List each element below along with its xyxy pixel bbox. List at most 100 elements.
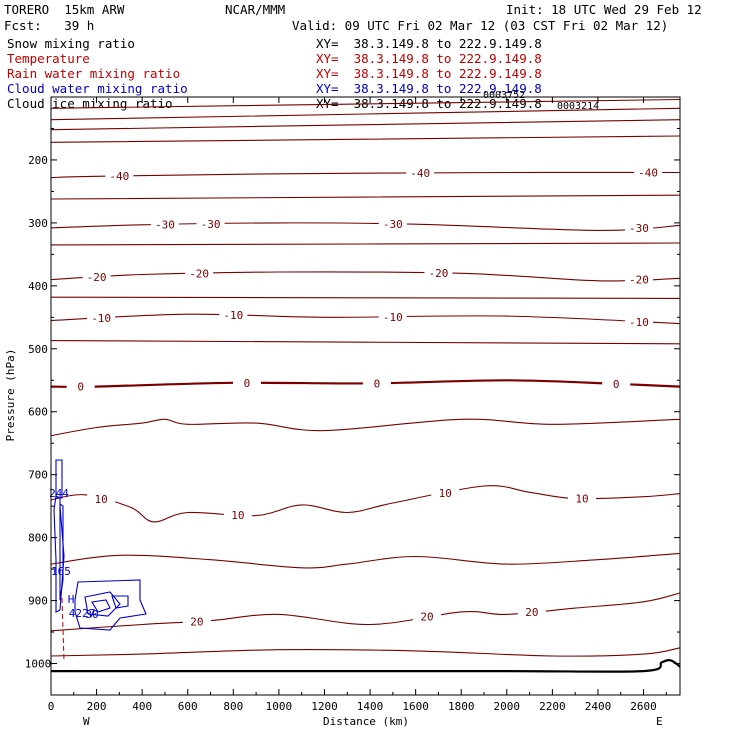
- isotherm-label: 0: [244, 377, 251, 390]
- isotherm-line: [50, 647, 681, 657]
- isotherm-label-bg: [568, 492, 597, 505]
- isotherm-line: [50, 98, 681, 109]
- ice-max-label-b: 0003214: [557, 101, 600, 112]
- x-tick-label: 600: [178, 700, 198, 713]
- rain-contour: [61, 597, 65, 661]
- y-axis-title: Pressure (hPa): [4, 349, 17, 442]
- x-tick-label: 0: [48, 700, 55, 713]
- y-tick-label: 700: [28, 469, 48, 482]
- isotherm-label: 10: [575, 492, 588, 505]
- isotherm-label: 10: [95, 493, 108, 506]
- x-tick-label: 1600: [402, 700, 429, 713]
- cloud-water-label: 165: [51, 565, 71, 578]
- y-tick-label: 800: [28, 532, 48, 545]
- cloud-water-contour: [91, 599, 111, 613]
- isotherm-label: 10: [439, 487, 452, 500]
- cloud-water-label: 30: [85, 608, 98, 621]
- isotherm-line: [50, 340, 681, 345]
- field-name-snow: Snow mixing ratio: [7, 36, 135, 51]
- terrain-line: [51, 659, 681, 673]
- header-center: NCAR/MMM: [225, 2, 286, 17]
- cloud-water-contour: [59, 502, 64, 601]
- x-tick-label: 1000: [266, 700, 293, 713]
- isotherm-line: [50, 171, 681, 179]
- cloud-water-contour: [53, 495, 65, 613]
- x-tick-label: 800: [223, 700, 243, 713]
- x-tick-label: 2000: [494, 700, 521, 713]
- plot-frame: [50, 96, 681, 696]
- isotherm-label: 0: [374, 377, 381, 390]
- x-tick-label: 2200: [539, 700, 566, 713]
- field-xy-rain: XY= 38.3.149.8 to 222.9.149.8: [316, 66, 542, 81]
- isotherm-label-bg: [362, 377, 391, 390]
- isotherm-line: [50, 592, 681, 632]
- terrain-line: [51, 659, 681, 673]
- isotherm-label-bg: [219, 309, 248, 322]
- isotherm-label-bg: [406, 167, 435, 180]
- x-tick-label: 1400: [357, 700, 384, 713]
- isotherm-label-bg: [378, 310, 407, 323]
- ice-max-label-a: 0003752: [483, 90, 526, 101]
- isotherm-label-bg: [87, 312, 116, 325]
- cloud-water-contour: [84, 591, 121, 617]
- isotherm-label: -20: [428, 267, 448, 280]
- isotherm-label-bg: [602, 377, 631, 390]
- field-xy-temperature: XY= 38.3.149.8 to 222.9.149.8: [316, 51, 542, 66]
- isotherm-line: [50, 107, 681, 121]
- field-xy-cloud-water: XY= 38.3.149.8 to 222.9.149.8: [316, 81, 542, 96]
- x-tick-label: 2600: [630, 700, 657, 713]
- isotherm-label-bg: [196, 217, 225, 230]
- isotherm-label: 20: [420, 611, 433, 624]
- x-axis-west-label: W: [83, 715, 90, 728]
- cloud-water-contour: [55, 459, 63, 499]
- isotherm-label: -20: [189, 267, 209, 280]
- header-init: Init: 18 UTC Wed 29 Feb 12: [506, 2, 702, 17]
- isotherm-label: -40: [109, 170, 129, 183]
- header-valid: Valid: 09 UTC Fri 02 Mar 12 (03 CST Fri …: [292, 18, 669, 33]
- isotherm-label: -10: [629, 316, 649, 329]
- isotherm-label: 20: [525, 606, 538, 619]
- isotherm-line: [50, 119, 681, 131]
- isotherm-layer: -40 -40 -40 -30 -30 -30 -30 -20 -20 -20 -20 -10 -10 -…: [50, 98, 681, 657]
- isotherm-label: -40: [410, 167, 430, 180]
- isotherm-label: -20: [629, 274, 649, 287]
- isotherm-line: [50, 222, 681, 231]
- header-model: TORERO 15km ARW: [4, 2, 125, 17]
- isotherm-label: -30: [383, 218, 403, 231]
- isotherm-label: -30: [155, 218, 175, 231]
- cloud-water-contour: [111, 595, 129, 609]
- field-xy-snow: XY= 38.3.149.8 to 222.9.149.8: [316, 36, 542, 51]
- field-legend: Snow mixing ratio XY= 38.3.149.8 to 222.…: [0, 0, 740, 120]
- isotherm-label-bg: [624, 221, 653, 234]
- cloud-water-label: 4227: [69, 607, 96, 620]
- cloud-water-label: H: [68, 593, 75, 606]
- isotherm-label: -10: [223, 309, 243, 322]
- isotherm-label-bg: [517, 606, 546, 619]
- isotherm-line: [50, 135, 681, 143]
- isotherm-line: [50, 242, 681, 246]
- header-fcst: Fcst: 39 h: [4, 18, 95, 33]
- isotherm-label-bg: [82, 271, 111, 284]
- isotherm-label-bg: [634, 166, 663, 179]
- isotherm-label: 10: [231, 509, 244, 522]
- isotherm-label: -20: [87, 271, 107, 284]
- isotherm-label-bg: [378, 217, 407, 230]
- isotherm-label: 20: [190, 615, 203, 628]
- isotherm-label-bg: [185, 267, 214, 280]
- isotherm-line: [50, 271, 681, 282]
- isotherm-label-bg: [87, 493, 116, 506]
- x-tick-label: 200: [87, 700, 107, 713]
- x-tick-label: 2400: [585, 700, 612, 713]
- y-tick-label: 200: [28, 154, 48, 167]
- field-xy-cloud-ice: XY= 38.3.149.8 to 222.9.149.8: [316, 96, 542, 111]
- cloud-water-label: 244: [49, 487, 69, 500]
- isotherm-label: -30: [201, 218, 221, 231]
- isotherm-label-bg: [150, 218, 179, 231]
- isotherm-label-bg: [105, 169, 134, 182]
- field-name-rain: Rain water mixing ratio: [7, 66, 181, 81]
- isotherm-label-bg: [624, 315, 653, 328]
- isotherm-label-bg: [223, 508, 252, 521]
